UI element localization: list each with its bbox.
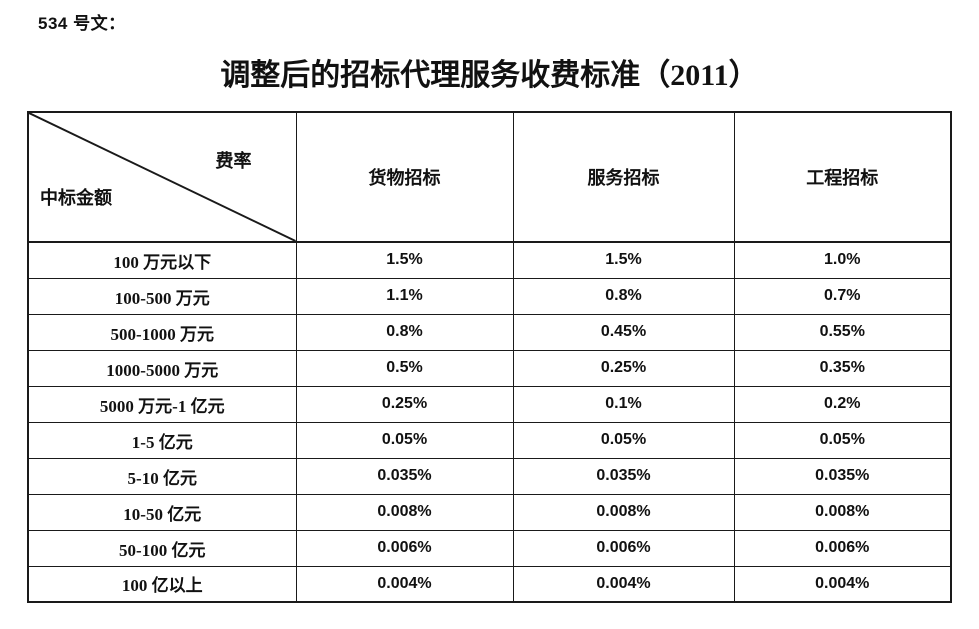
rate-cell-engineering: 0.008% (733, 493, 952, 531)
table-row: 500-1000 万元 0.8% 0.45% 0.55% (27, 313, 952, 351)
rate-cell-service: 0.035% (512, 457, 735, 495)
rate-cell-goods: 0.05% (295, 421, 514, 459)
rate-cell-goods: 0.006% (295, 529, 514, 567)
rate-cell-goods: 0.004% (295, 565, 514, 603)
rate-cell-goods: 1.5% (295, 241, 514, 279)
rate-cell-service: 0.008% (512, 493, 735, 531)
table-row: 50-100 亿元 0.006% 0.006% 0.006% (27, 529, 952, 567)
diagonal-line (29, 113, 296, 241)
rate-cell-service: 0.1% (512, 385, 735, 423)
rate-cell-goods: 0.5% (295, 349, 514, 387)
rate-cell-goods: 1.1% (295, 277, 514, 315)
column-header-goods-tender: 货物招标 (295, 111, 514, 243)
row-range-cell: 5000 万元-1 亿元 (27, 385, 297, 423)
rate-cell-engineering: 1.0% (733, 241, 952, 279)
table-row: 1-5 亿元 0.05% 0.05% 0.05% (27, 421, 952, 459)
table-row: 100 万元以下 1.5% 1.5% 1.0% (27, 241, 952, 279)
rate-cell-engineering: 0.035% (733, 457, 952, 495)
rate-cell-goods: 0.25% (295, 385, 514, 423)
row-range-cell: 100-500 万元 (27, 277, 297, 315)
rate-cell-engineering: 0.2% (733, 385, 952, 423)
column-header-service-tender: 服务招标 (512, 111, 735, 243)
row-range-cell: 1-5 亿元 (27, 421, 297, 459)
rate-cell-service: 0.05% (512, 421, 735, 459)
table-row: 10-50 亿元 0.008% 0.008% 0.008% (27, 493, 952, 531)
doc-number: 534 号文： (38, 14, 126, 33)
table-row: 100 亿以上 0.004% 0.004% 0.004% (27, 565, 952, 603)
rate-cell-engineering: 0.7% (733, 277, 952, 315)
rate-cell-service: 0.006% (512, 529, 735, 567)
rate-cell-engineering: 0.35% (733, 349, 952, 387)
rate-cell-goods: 0.8% (295, 313, 514, 351)
table-row: 5000 万元-1 亿元 0.25% 0.1% 0.2% (27, 385, 952, 423)
table-row: 5-10 亿元 0.035% 0.035% 0.035% (27, 457, 952, 495)
row-range-cell: 500-1000 万元 (27, 313, 297, 351)
rate-cell-engineering: 0.05% (733, 421, 952, 459)
rate-cell-service: 0.8% (512, 277, 735, 315)
rate-cell-engineering: 0.004% (733, 565, 952, 603)
row-range-cell: 100 万元以下 (27, 241, 297, 279)
row-range-cell: 50-100 亿元 (27, 529, 297, 567)
rate-cell-goods: 0.035% (295, 457, 514, 495)
corner-label-bid-amount: 中标金额 (40, 188, 112, 208)
row-range-cell: 5-10 亿元 (27, 457, 297, 495)
rate-cell-goods: 0.008% (295, 493, 514, 531)
corner-cell: 费率 中标金额 (27, 111, 297, 243)
row-range-cell: 10-50 亿元 (27, 493, 297, 531)
rate-cell-engineering: 0.55% (733, 313, 952, 351)
corner-label-rate: 费率 (215, 151, 252, 171)
rate-cell-service: 1.5% (512, 241, 735, 279)
rate-cell-service: 0.45% (512, 313, 735, 351)
rate-cell-service: 0.004% (512, 565, 735, 603)
header-row: 费率 中标金额 货物招标 服务招标 工程招标 (27, 111, 952, 243)
row-range-cell: 1000-5000 万元 (27, 349, 297, 387)
table-row: 100-500 万元 1.1% 0.8% 0.7% (27, 277, 952, 315)
fee-rate-table: 费率 中标金额 货物招标 服务招标 工程招标 100 万元以下 1.5% 1.5… (27, 111, 952, 603)
rate-cell-engineering: 0.006% (733, 529, 952, 567)
table-row: 1000-5000 万元 0.5% 0.25% 0.35% (27, 349, 952, 387)
page-title: 调整后的招标代理服务收费标准（2011） (220, 59, 759, 92)
column-header-engineering-tender: 工程招标 (733, 111, 952, 243)
rate-cell-service: 0.25% (512, 349, 735, 387)
row-range-cell: 100 亿以上 (27, 565, 297, 603)
